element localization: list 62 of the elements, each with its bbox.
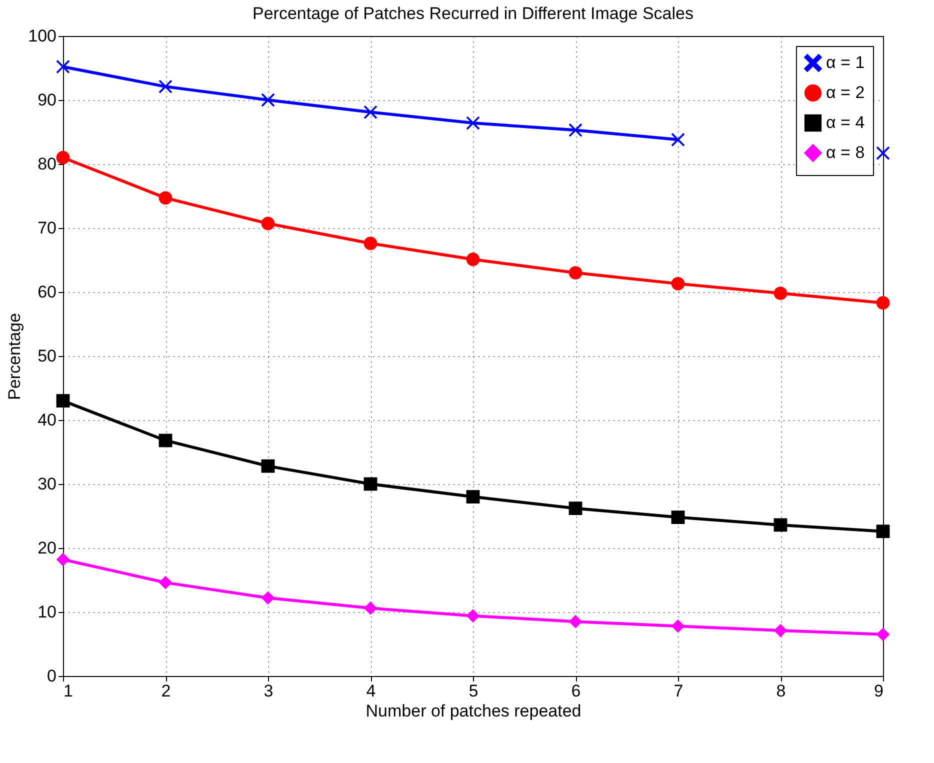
legend-label: α = 1 [826, 53, 865, 72]
point [158, 434, 172, 448]
point [671, 510, 685, 524]
legend-label: α = 4 [826, 113, 865, 132]
point [774, 286, 788, 300]
point [466, 252, 480, 266]
point [568, 614, 582, 628]
point [671, 276, 685, 290]
x-tick-label: 1 [64, 682, 73, 700]
y-tick-label: 60 [38, 282, 56, 302]
y-tick-label: 70 [38, 218, 56, 238]
y-tick-label: 100 [28, 26, 56, 46]
point [568, 123, 582, 137]
y-axis-title: Percentage [5, 313, 24, 400]
point [466, 609, 480, 623]
point [671, 619, 685, 633]
y-tick-label: 30 [38, 474, 56, 494]
point [876, 296, 890, 310]
x-tick-label: 5 [468, 682, 478, 700]
point [876, 146, 890, 160]
point [774, 624, 788, 638]
point [568, 502, 582, 516]
point [364, 477, 378, 491]
point [261, 459, 275, 473]
x-axis-title: Number of patches repeated [366, 702, 582, 720]
point [158, 80, 172, 94]
x-tick-label: 3 [264, 682, 274, 700]
point [466, 116, 480, 130]
x-tick-label: 7 [674, 682, 684, 700]
point [364, 105, 378, 119]
point [56, 552, 70, 566]
y-tick-label: 90 [38, 90, 56, 110]
point [568, 266, 582, 280]
x-tick-label: 6 [571, 682, 581, 700]
point [876, 524, 890, 538]
y-tick-label: 10 [38, 602, 56, 622]
point [261, 591, 275, 605]
point [56, 60, 70, 74]
y-tick-label: 0 [47, 666, 56, 686]
x-tick-label: 2 [161, 682, 171, 700]
legend-label: α = 8 [826, 143, 865, 162]
point [774, 518, 788, 532]
x-tick-label: 8 [776, 682, 786, 700]
x-tick-label: 4 [366, 682, 376, 700]
point [364, 236, 378, 250]
point [261, 93, 275, 107]
y-tick-label: 50 [38, 346, 56, 366]
y-tick-label: 20 [38, 538, 56, 558]
point [466, 490, 480, 504]
point [158, 576, 172, 590]
x-tick-label: 9 [874, 682, 884, 700]
y-tick-label: 80 [38, 154, 56, 174]
point [876, 628, 890, 642]
point [364, 601, 378, 615]
point [671, 132, 685, 146]
point [158, 191, 172, 205]
chart-title: Percentage of Patches Recurred in Different Image Scales [252, 4, 694, 23]
point [56, 394, 70, 408]
y-tick-label: 40 [38, 410, 56, 430]
legend-label: α = 2 [826, 83, 865, 102]
point [56, 150, 70, 164]
point [261, 216, 275, 230]
